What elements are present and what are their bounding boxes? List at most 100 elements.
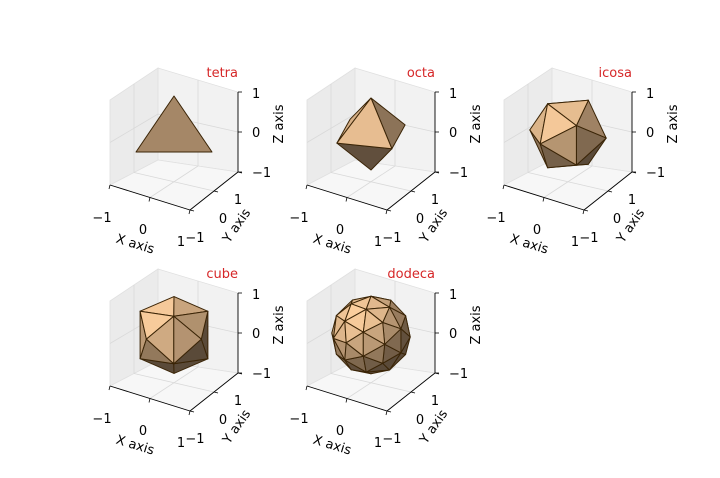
y-tick-label: 1 bbox=[234, 193, 242, 208]
polyhedron-face bbox=[173, 315, 202, 365]
chart-title: icosa bbox=[599, 66, 632, 81]
x-tick-label: 0 bbox=[336, 223, 344, 238]
polyhedron-cube bbox=[139, 296, 209, 374]
x-tick-label: 0 bbox=[533, 223, 541, 238]
y-tick-label: −1 bbox=[382, 231, 401, 246]
x-tick-mark bbox=[305, 385, 308, 391]
grid-line bbox=[133, 172, 215, 192]
polyhedron-icosa bbox=[529, 99, 607, 169]
x-tick-label: −1 bbox=[289, 211, 308, 226]
x-tick-label: 1 bbox=[374, 436, 382, 451]
x-tick-mark bbox=[108, 385, 111, 391]
x-tick-label: −1 bbox=[92, 412, 111, 427]
z-axis-label: Z axis bbox=[469, 305, 484, 344]
x-tick-mark bbox=[582, 209, 585, 215]
chart-title: octa bbox=[407, 66, 435, 81]
z-axis-label: Z axis bbox=[469, 104, 484, 143]
polyhedron-tetra bbox=[135, 95, 213, 153]
x-tick-label: 0 bbox=[139, 424, 147, 439]
grid-line bbox=[527, 172, 609, 192]
polyhedron-face bbox=[362, 322, 386, 345]
grid-line bbox=[306, 113, 356, 143]
polyhedron-dodeca bbox=[331, 295, 411, 375]
x-axis-label: X axis bbox=[311, 232, 353, 258]
x-tick-mark bbox=[188, 410, 191, 416]
x-tick-mark bbox=[188, 209, 191, 215]
y-tick-mark bbox=[410, 190, 416, 193]
chart-title: dodeca bbox=[387, 267, 435, 282]
z-tick-label: 1 bbox=[252, 288, 260, 303]
y-tick-label: 0 bbox=[416, 413, 424, 428]
z-tick-label: 0 bbox=[449, 126, 457, 141]
z-tick-label: 0 bbox=[252, 126, 260, 141]
x-tick-label: 1 bbox=[177, 436, 185, 451]
y-tick-label: 1 bbox=[628, 193, 636, 208]
y-tick-mark bbox=[410, 391, 416, 394]
polyhedron-face bbox=[539, 125, 577, 166]
x-tick-label: −1 bbox=[486, 211, 505, 226]
x-tick-mark bbox=[385, 410, 388, 416]
x-tick-mark bbox=[502, 184, 505, 190]
x-tick-mark bbox=[385, 209, 388, 215]
z-tick-label: −1 bbox=[252, 166, 271, 181]
z-tick-label: −1 bbox=[646, 166, 665, 181]
grid-line bbox=[109, 113, 159, 143]
y-tick-label: −1 bbox=[185, 432, 204, 447]
y-tick-label: 0 bbox=[219, 413, 227, 428]
chart-title: tetra bbox=[206, 66, 238, 81]
x-tick-label: 1 bbox=[571, 235, 579, 250]
y-tick-mark bbox=[386, 410, 392, 413]
y-tick-mark bbox=[189, 410, 195, 413]
y-tick-label: 0 bbox=[416, 212, 424, 227]
x-tick-mark bbox=[345, 398, 348, 403]
x-axis-label: X axis bbox=[114, 232, 156, 258]
z-tick-label: 1 bbox=[646, 87, 654, 102]
x-tick-label: 0 bbox=[139, 223, 147, 238]
y-tick-label: 1 bbox=[431, 193, 439, 208]
x-axis-label: X axis bbox=[508, 232, 550, 258]
x-tick-mark bbox=[305, 184, 308, 190]
chart-title: cube bbox=[206, 267, 238, 282]
x-axis-label: X axis bbox=[114, 433, 156, 459]
y-tick-mark bbox=[189, 209, 195, 212]
z-tick-label: 1 bbox=[449, 288, 457, 303]
z-axis-label: Z axis bbox=[666, 104, 681, 143]
x-tick-mark bbox=[345, 197, 348, 202]
z-tick-label: 0 bbox=[646, 126, 654, 141]
y-tick-label: 1 bbox=[234, 394, 242, 409]
z-tick-label: 1 bbox=[252, 87, 260, 102]
x-tick-label: 1 bbox=[374, 235, 382, 250]
x-tick-mark bbox=[108, 184, 111, 190]
x-tick-label: −1 bbox=[92, 211, 111, 226]
y-tick-mark bbox=[213, 190, 219, 193]
y-tick-label: 0 bbox=[219, 212, 227, 227]
y-tick-label: 0 bbox=[613, 212, 621, 227]
z-axis-label: Z axis bbox=[272, 305, 287, 344]
z-tick-label: −1 bbox=[449, 166, 468, 181]
y-tick-label: −1 bbox=[579, 231, 598, 246]
y-tick-mark bbox=[607, 190, 613, 193]
x-tick-label: 0 bbox=[336, 424, 344, 439]
y-tick-label: −1 bbox=[382, 432, 401, 447]
x-tick-label: −1 bbox=[289, 412, 308, 427]
z-tick-label: 0 bbox=[449, 327, 457, 342]
y-tick-mark bbox=[583, 209, 589, 212]
x-axis-label: X axis bbox=[311, 433, 353, 459]
grid-line bbox=[330, 172, 412, 192]
y-tick-mark bbox=[213, 391, 219, 394]
z-tick-label: 1 bbox=[449, 87, 457, 102]
y-tick-label: −1 bbox=[185, 231, 204, 246]
x-tick-mark bbox=[148, 398, 151, 403]
z-axis-label: Z axis bbox=[272, 104, 287, 143]
x-tick-mark bbox=[148, 197, 151, 202]
grid-line bbox=[330, 373, 412, 393]
x-tick-label: 1 bbox=[177, 235, 185, 250]
y-tick-label: 1 bbox=[431, 394, 439, 409]
